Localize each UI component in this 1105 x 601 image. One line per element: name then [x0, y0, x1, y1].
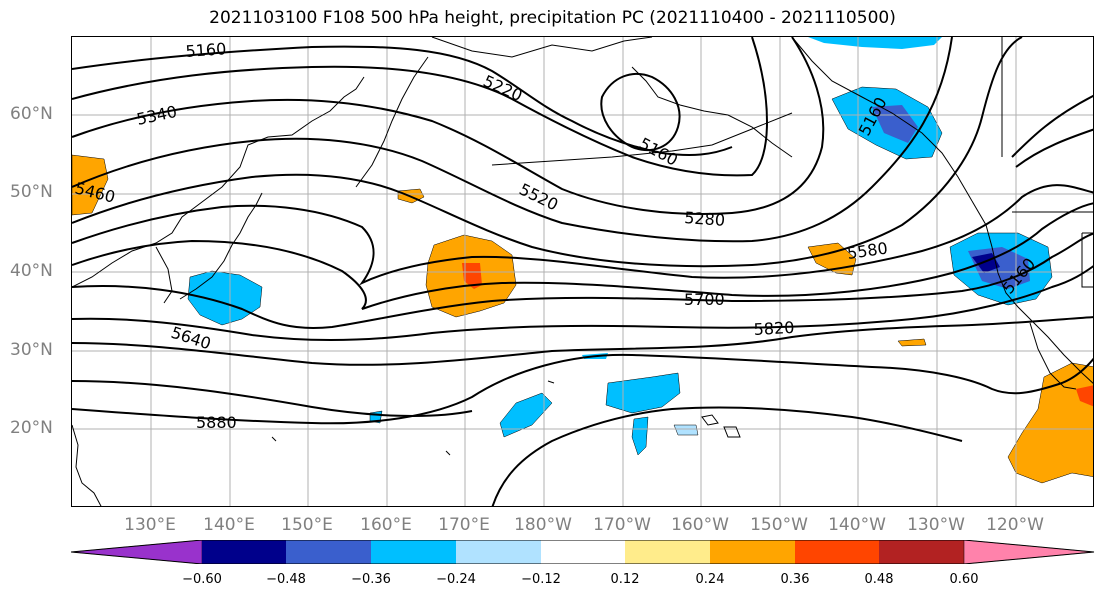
colorbar-swatch-11 — [879, 540, 964, 564]
precip-blue-hawaii-2 — [499, 392, 553, 438]
colorbar-tick-2: −0.48 — [266, 572, 306, 587]
colorbar-swatch-8 — [625, 540, 710, 564]
contour-5880-south — [491, 406, 963, 506]
contour-5160-north — [72, 45, 733, 156]
coast-japan — [179, 192, 263, 300]
lon-label-160e: 160°E — [360, 515, 412, 535]
contour-5520 — [72, 37, 1023, 268]
lat-label-20n: 20°N — [10, 418, 53, 438]
lon-label-150e: 150°E — [281, 515, 333, 535]
colorbar — [70, 539, 1095, 568]
colorbar-svg — [70, 539, 1095, 565]
lon-label-170e: 170°E — [438, 515, 490, 535]
contour-east-2 — [1015, 128, 1093, 168]
contour-label-5880: 5880 — [196, 413, 237, 432]
lon-label-120w: 120°W — [986, 515, 1044, 535]
contour-label-5700: 5700 — [684, 290, 725, 309]
lat-label-40n: 40°N — [10, 261, 53, 281]
colorbar-swatch-5 — [456, 540, 541, 564]
contour-5220 — [72, 37, 768, 177]
hawaii-2 — [723, 426, 741, 438]
precip-blue-hawaii-3 — [631, 416, 649, 456]
colorbar-tick-7: 0.24 — [695, 572, 725, 587]
contour-5880 — [72, 353, 1093, 425]
contour-5340 — [72, 37, 825, 215]
island-small-3 — [445, 450, 451, 456]
lon-label-130e: 130°E — [124, 515, 176, 535]
precip-blue-hawaii-1 — [605, 372, 681, 414]
colorbar-swatch-6 — [541, 540, 626, 564]
precip-orange-west-edge — [72, 154, 109, 216]
colorbar-swatch-3 — [286, 540, 371, 564]
contour-label-5220: 5220 — [480, 71, 525, 105]
colorbar-tick-6: 0.12 — [610, 572, 640, 587]
contour-5880-outer — [72, 380, 473, 417]
contour-5460 — [72, 37, 953, 243]
precip-light-blue-1 — [673, 424, 699, 436]
colorbar-swatch-2 — [202, 540, 286, 564]
hawaii-1 — [701, 414, 719, 426]
lon-label-170w: 170°W — [593, 515, 651, 535]
colorbar-tick-10: 0.60 — [949, 572, 979, 587]
coastlines — [72, 37, 1093, 506]
lon-label-180w: 180°W — [514, 515, 572, 535]
coast-philippines — [72, 424, 102, 506]
colorbar-swatch-1 — [70, 539, 203, 565]
islands — [271, 380, 741, 456]
contour-5820 — [72, 316, 1093, 366]
colorbar-swatch-10 — [795, 540, 879, 564]
lon-label-160w: 160°W — [671, 515, 729, 535]
coast-siberia-north — [431, 37, 653, 58]
contour-5700 — [72, 232, 1093, 330]
coast-na-west — [971, 200, 1093, 384]
map-title: 2021103100 F108 500 hPa height, precipit… — [209, 8, 896, 28]
contour-east-1 — [1011, 94, 1093, 158]
precip-orange-tiny — [897, 338, 927, 347]
coast-asia — [72, 76, 365, 288]
colorbar-tick-5: −0.12 — [521, 572, 561, 587]
lon-label-130w: 130°W — [907, 515, 965, 535]
precip-blue-top — [808, 37, 942, 49]
colorbar-tick-8: 0.36 — [780, 572, 810, 587]
contour-label-5160-north: 5160 — [185, 39, 227, 61]
map-canvas: 5160 5340 5460 5220 5160 5520 5280 5580 … — [72, 37, 1093, 506]
colorbar-tick-4: −0.24 — [436, 572, 476, 587]
precip-shading — [72, 37, 1093, 484]
graticule — [72, 37, 1093, 506]
contour-label-5820: 5820 — [753, 318, 795, 339]
lat-label-50n: 50°N — [10, 182, 53, 202]
precip-red-mexico — [1076, 385, 1093, 407]
contour-5640 — [72, 202, 1093, 310]
lon-label-140e: 140°E — [203, 515, 255, 535]
island-small-1 — [547, 380, 555, 384]
coast-baja — [1029, 322, 1077, 390]
precip-orange-mexico — [1007, 362, 1093, 484]
coast-alaska-south — [791, 37, 973, 202]
lat-label-30n: 30°N — [10, 340, 53, 360]
coast-korea — [155, 246, 173, 304]
lat-label-60n: 60°N — [10, 104, 53, 124]
island-small-2 — [271, 436, 277, 442]
colorbar-tick-1: −0.60 — [182, 572, 222, 587]
coast-kamchatka — [355, 56, 429, 188]
colorbar-swatch-4 — [371, 540, 456, 564]
precip-red-central — [462, 263, 482, 289]
height-contours — [72, 37, 1093, 506]
contour-alaska-low — [600, 72, 681, 152]
colorbar-swatch-9 — [710, 540, 795, 564]
contour-5760 — [72, 265, 1093, 342]
colorbar-swatch-12 — [963, 539, 1095, 565]
contour-label-5280: 5280 — [684, 208, 726, 230]
lon-label-140w: 140°W — [828, 515, 886, 535]
colorbar-tick-3: −0.36 — [351, 572, 391, 587]
map-panel: 5160 5340 5460 5220 5160 5520 5280 5580 … — [71, 36, 1094, 507]
coast-aleutians — [491, 112, 793, 166]
contour-5580 — [72, 184, 1093, 286]
coast-borders — [1001, 37, 1093, 288]
contour-label-5340: 5340 — [135, 102, 179, 129]
lon-label-150w: 150°W — [750, 515, 808, 535]
precip-blue-japan — [187, 270, 263, 326]
colorbar-tick-9: 0.48 — [864, 572, 894, 587]
